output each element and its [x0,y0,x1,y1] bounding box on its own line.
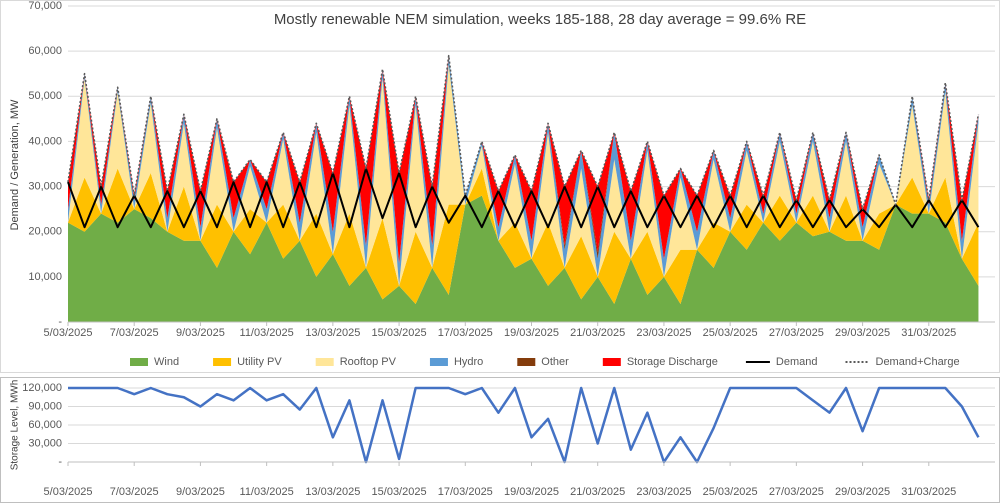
y-tick-label: 90,000 [28,400,62,412]
line-series [67,167,980,229]
x-tick-label: 19/03/2025 [504,327,559,339]
x-tick-label: 21/03/2025 [570,486,625,498]
legend-label: Demand+Charge [876,356,960,368]
x-tick-label: 31/03/2025 [901,486,956,498]
legend-label: Hydro [454,356,483,368]
y-axis-label: Demand / Generation, MW [9,99,21,230]
legend-swatch [602,358,621,366]
line-series [68,386,980,464]
x-tick-label: 27/03/2025 [769,327,824,339]
x-tick-label: 11/03/2025 [240,327,294,339]
legend-swatch [315,358,334,366]
x-tick-label: 23/03/2025 [636,486,691,498]
x-tick-label: 5/03/2025 [44,486,93,498]
x-tick-label: 5/03/2025 [44,327,93,339]
y-tick-label: - [58,456,62,468]
area-series [68,168,979,304]
y-tick-label: 60,000 [28,419,62,431]
x-tick-label: 15/03/2025 [372,327,427,339]
y-tick-label: - [58,316,62,328]
legend-swatch [130,358,148,366]
x-tick-label: 17/03/2025 [438,486,493,498]
y-axis-label: Storage Level, MWh [10,380,21,471]
legend-swatch [213,358,232,366]
legend-label: Other [541,356,569,368]
x-tick-label: 7/03/2025 [110,486,159,498]
x-tick-label: 25/03/2025 [703,327,758,339]
x-tick-label: 11/03/2025 [240,486,294,498]
y-tick-label: 30,000 [28,437,62,449]
legend-label: Rooftop PV [340,356,397,368]
x-tick-label: 13/03/2025 [305,486,360,498]
x-tick-label: 29/03/2025 [835,486,890,498]
x-tick-label: 9/03/2025 [176,327,225,339]
area-series [68,64,979,286]
x-tick-label: 7/03/2025 [110,327,159,339]
y-tick-label: 30,000 [28,180,62,192]
y-tick-label: 120,000 [22,382,62,394]
chart-title: Mostly renewable NEM simulation, weeks 1… [274,11,806,28]
x-tick-label: 31/03/2025 [901,327,956,339]
x-tick-label: 15/03/2025 [372,486,427,498]
legend-swatch [517,358,536,366]
legend-label: Storage Discharge [627,356,718,368]
x-tick-label: 21/03/2025 [570,327,625,339]
legend-label: Wind [154,356,179,368]
x-tick-label: 25/03/2025 [703,486,758,498]
x-tick-label: 27/03/2025 [769,486,824,498]
y-tick-label: 20,000 [28,226,62,238]
x-tick-label: 17/03/2025 [438,327,493,339]
x-tick-label: 9/03/2025 [176,486,225,498]
legend-label: Demand [776,356,818,368]
y-tick-label: 10,000 [28,271,62,283]
line-series [67,54,980,210]
legend-label: Utility PV [237,356,282,368]
y-tick-label: 50,000 [28,90,62,102]
y-tick-label: 40,000 [28,135,62,147]
area-series [68,195,979,322]
x-tick-label: 29/03/2025 [835,327,890,339]
legend-swatch [429,358,448,366]
area-series [68,55,979,264]
x-tick-label: 23/03/2025 [636,327,691,339]
x-tick-label: 19/03/2025 [504,486,559,498]
x-tick-label: 13/03/2025 [305,327,360,339]
y-tick-label: 70,000 [28,0,62,12]
y-tick-label: 60,000 [28,45,62,57]
